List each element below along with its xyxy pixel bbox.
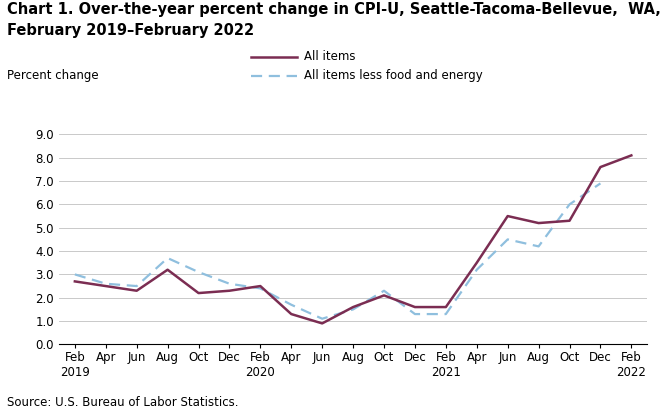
Text: February 2019–February 2022: February 2019–February 2022	[7, 23, 253, 38]
Text: Chart 1. Over-the-year percent change in CPI-U, Seattle-Tacoma-Bellevue,  WA,: Chart 1. Over-the-year percent change in…	[7, 2, 660, 17]
Text: All items less food and energy: All items less food and energy	[304, 69, 482, 82]
Text: Source: U.S. Bureau of Labor Statistics.: Source: U.S. Bureau of Labor Statistics.	[7, 396, 238, 410]
Text: Percent change: Percent change	[7, 69, 98, 82]
Text: All items: All items	[304, 50, 355, 63]
